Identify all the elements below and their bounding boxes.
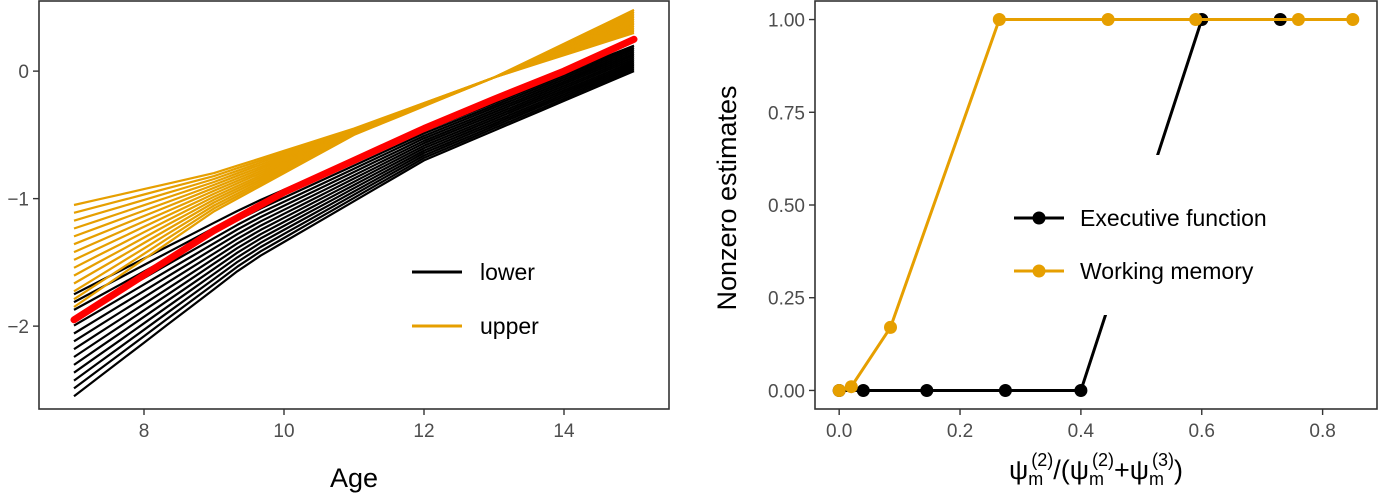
right-x-tick-label: 0.4 <box>1068 421 1095 442</box>
left-x-tick-label: 14 <box>553 421 575 442</box>
data-point <box>998 384 1012 397</box>
legend-key-marker <box>1032 211 1046 225</box>
data-point <box>1101 13 1115 26</box>
band-line-lower <box>73 66 635 382</box>
right-x-tick-label: 0.0 <box>826 421 852 442</box>
right-y-tick-label: 0.50 <box>768 196 805 217</box>
left-x-tick-label: 8 <box>139 421 150 442</box>
band-line-upper <box>73 12 635 222</box>
data-point <box>832 384 846 397</box>
band-line-lower <box>73 58 635 351</box>
right-y-tick-label: 1.00 <box>768 11 805 32</box>
right-x-tick-label: 0.8 <box>1309 421 1335 442</box>
left-y-tick-label: 0 <box>18 62 29 83</box>
band-line-upper <box>73 8 635 207</box>
left-x-axis-title: Age <box>330 463 378 493</box>
band-line-lower <box>73 52 635 327</box>
band-line-upper <box>73 19 635 254</box>
data-point <box>1291 13 1305 26</box>
left-x-tick-label: 10 <box>273 421 294 442</box>
legend-label-upper: upper <box>480 313 539 339</box>
data-point <box>920 384 934 397</box>
data-point <box>856 384 870 397</box>
legend-label-lower: lower <box>480 259 535 285</box>
right-y-tick-label: 0.75 <box>768 103 805 124</box>
band-line-lower <box>73 60 635 358</box>
band-line-lower <box>73 54 635 335</box>
left-y-tick-label: −2 <box>7 317 29 338</box>
right-y-tick-label: 0.00 <box>768 381 805 402</box>
right-x-axis-title: ψm(2)/(ψm(2)+ψm(3)) <box>1009 450 1183 489</box>
mean-line <box>70 35 638 324</box>
band-line-lower <box>73 68 635 390</box>
legend-key-marker <box>1032 264 1046 278</box>
data-point <box>1346 13 1360 26</box>
right-x-tick-label: 0.6 <box>1189 421 1215 442</box>
right-panel: 0.0 0.2 0.4 0.6 0.8 0.00 0.25 0.50 0.75 1.00 Nonz… <box>712 0 1378 489</box>
right-y-tick-label: 0.25 <box>768 289 805 310</box>
legend-label-series-0: Executive function <box>1080 205 1267 231</box>
legend-background <box>1006 155 1326 315</box>
left-y-tick-label: −1 <box>7 190 29 211</box>
band-line-lower <box>73 70 635 398</box>
data-point <box>884 320 897 334</box>
left-plot-frame <box>38 0 670 410</box>
legend-label-series-1: Working memory <box>1080 258 1254 284</box>
series-line-1 <box>838 18 1353 392</box>
data-point <box>844 380 858 394</box>
data-point <box>992 13 1006 26</box>
band-line-upper <box>73 24 635 277</box>
left-x-tick-label: 12 <box>413 421 434 442</box>
band-line-lower <box>73 64 635 374</box>
band-line-lower <box>73 56 635 343</box>
band-line-lower <box>73 62 635 366</box>
right-y-axis-title: Nonzero estimates <box>712 85 742 310</box>
right-x-tick-label: 0.2 <box>947 421 973 442</box>
left-panel: 8 10 12 14 −2 −1 0 Age lower upper <box>7 0 670 493</box>
band-line-lower <box>73 50 635 319</box>
data-point <box>1074 384 1088 397</box>
data-point <box>1189 13 1203 26</box>
